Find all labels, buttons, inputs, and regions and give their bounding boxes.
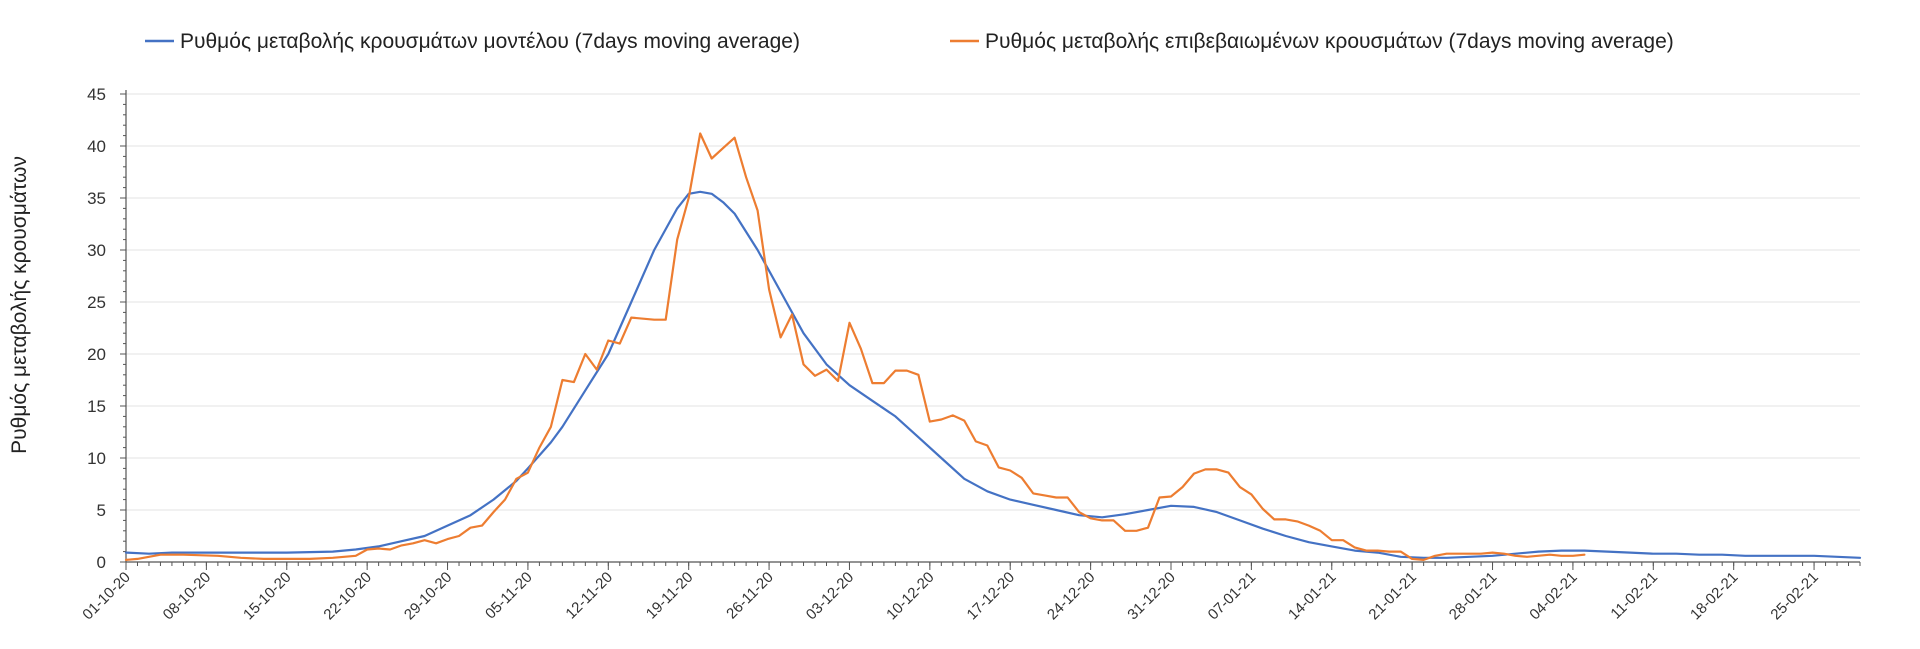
y-axis-title: Ρυθμός μεταβολής κρουσμάτων (8, 156, 31, 454)
y-tick-label: 45 (87, 85, 106, 104)
x-tick-label: 11-02-21 (1607, 569, 1661, 623)
x-tick-label: 08-10-20 (160, 569, 214, 623)
x-tick-label: 21-01-21 (1365, 569, 1419, 623)
series-line-model (124, 190, 1862, 559)
x-tick-label: 28-01-21 (1446, 569, 1500, 623)
y-tick-label: 10 (87, 449, 106, 468)
x-tick-label: 07-01-21 (1205, 569, 1259, 623)
x-tick-label: 10-12-20 (883, 569, 937, 623)
x-tick-label: 31-12-20 (1124, 569, 1178, 623)
y-tick-label: 40 (87, 137, 106, 156)
y-tick-label: 15 (87, 397, 106, 416)
gridlines (126, 93, 1860, 511)
legend: Ρυθμός μεταβολής κρουσμάτων μοντέλου (7d… (145, 30, 1674, 53)
x-tick-label: 01-10-20 (79, 569, 133, 623)
x-tick-label: 04-02-21 (1526, 569, 1580, 623)
legend-label-confirmed: Ρυθμός μεταβολής επιβεβαιωμένων κρουσμάτ… (985, 30, 1674, 53)
x-tick-label: 05-11-20 (482, 569, 536, 623)
y-tick-label: 30 (87, 241, 106, 260)
series (124, 132, 1862, 562)
y-tick-label: 25 (87, 293, 106, 312)
y-tick-label: 35 (87, 189, 106, 208)
x-tick-label: 12-11-20 (562, 569, 616, 623)
x-tick-label: 03-12-20 (803, 569, 857, 623)
x-tick-label: 24-12-20 (1044, 569, 1098, 623)
x-tick-label: 26-11-20 (723, 569, 777, 623)
series-line-confirmed (124, 132, 1586, 562)
x-tick-label: 25-02-21 (1767, 569, 1821, 623)
x-tick-label: 19-11-20 (643, 569, 697, 623)
x-tick-label: 14-01-21 (1285, 569, 1339, 623)
y-tick-label: 5 (97, 501, 106, 520)
y-tick-label: 0 (97, 553, 106, 572)
x-tick-label: 22-10-20 (321, 569, 375, 623)
x-tick-label: 17-12-20 (964, 569, 1018, 623)
legend-label-model: Ρυθμός μεταβολής κρουσμάτων μοντέλου (7d… (180, 30, 800, 53)
x-tick-label: 29-10-20 (401, 569, 455, 623)
y-tick-label: 20 (87, 345, 106, 364)
x-tick-label: 18-02-21 (1687, 569, 1741, 623)
x-tick-label: 15-10-20 (240, 569, 294, 623)
